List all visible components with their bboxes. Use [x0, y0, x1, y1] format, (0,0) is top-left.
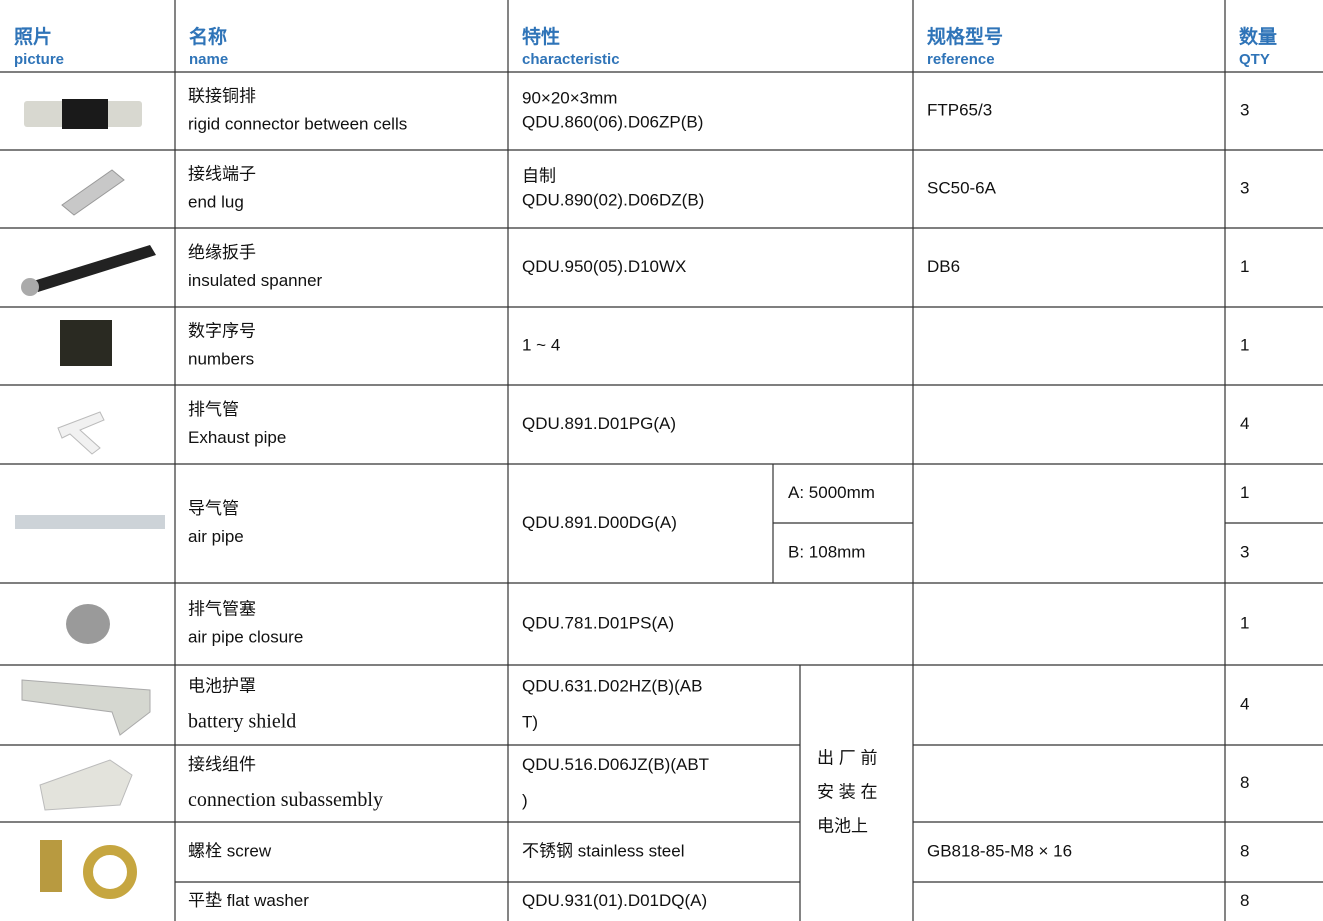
header-zh: 名称 [189, 25, 227, 48]
cell-text: QDU.631.D02HZ(B)(AB [522, 676, 702, 695]
cell-text: end lug [188, 192, 244, 211]
photo-busbar-sleeve [62, 99, 108, 129]
reference: FTP65/3 [927, 100, 992, 119]
photo-connection [39, 759, 133, 811]
variant: B: 108mm [788, 542, 865, 561]
cell-text: 出 厂 前 [817, 748, 877, 767]
header-en: name [189, 51, 228, 68]
cell-text: 不锈钢 stainless steel [522, 841, 685, 860]
cell-text: 安 装 在 [817, 782, 877, 801]
cell-text: QDU.781.D01PS(A) [522, 613, 674, 632]
header-en: picture [14, 51, 64, 68]
cell-text: 平垫 flat washer [188, 891, 309, 910]
header-en: characteristic [522, 51, 620, 68]
header-zh: 规格型号 [927, 25, 1003, 48]
cell-text: air pipe closure [188, 627, 303, 646]
header-zh: 数量 [1239, 25, 1277, 48]
cell-text: QDU.860(06).D06ZP(B) [522, 112, 703, 131]
photo-closure [66, 604, 110, 644]
qty: 1 [1240, 335, 1249, 354]
cell-text: 接线端子 [188, 164, 256, 183]
variant: A: 5000mm [788, 483, 875, 502]
cell-text: insulated spanner [188, 271, 323, 290]
cell-text: 自制 [522, 166, 556, 185]
cell-text: rigid connector between cells [188, 114, 407, 133]
reference: DB6 [927, 257, 960, 276]
cell-text: 螺栓 screw [188, 841, 272, 860]
qty: 8 [1240, 891, 1249, 910]
photo-spanner-head [21, 278, 39, 296]
cell-text: 排气管 [188, 400, 239, 419]
cell-text: Exhaust pipe [188, 428, 286, 447]
cell-text: 导气管 [188, 499, 239, 518]
photo-spanner [30, 245, 156, 292]
reference: SC50-6A [927, 178, 997, 197]
photos [15, 99, 165, 899]
cell-text: battery shield [188, 711, 296, 733]
qty: 8 [1240, 841, 1249, 860]
photo-screw [40, 840, 62, 892]
header-en: reference [927, 51, 995, 68]
reference: GB818-85-M8 × 16 [927, 841, 1072, 860]
cell-text: QDU.891.D01PG(A) [522, 414, 676, 433]
cell-text: QDU.931(01).D01DQ(A) [522, 891, 707, 910]
cell-text: QDU.516.D06JZ(B)(ABT [522, 755, 709, 774]
qty: 1 [1240, 613, 1249, 632]
header-zh: 照片 [14, 25, 52, 48]
cell-text: 接线组件 [188, 755, 256, 774]
qty: 3 [1240, 100, 1249, 119]
cell-text: numbers [188, 349, 254, 368]
qty: 3 [1240, 178, 1249, 197]
cell-text: air pipe [188, 527, 244, 546]
cell-text: QDU.891.D00DG(A) [522, 513, 677, 532]
cell-text: 联接铜排 [188, 86, 256, 105]
cell-text: 数字序号 [188, 321, 256, 340]
photo-exhaust-pipe [57, 411, 105, 455]
photo-lug [61, 169, 125, 216]
cell-text: 排气管塞 [188, 599, 256, 618]
cell-text: 1 ~ 4 [522, 335, 560, 354]
header-zh: 特性 [522, 25, 560, 48]
photo-shield [21, 679, 151, 736]
qty: 4 [1240, 694, 1249, 713]
photo-numbers [60, 320, 112, 366]
qty: 4 [1240, 414, 1249, 433]
qty: 3 [1240, 542, 1249, 561]
cell-text: connection subassembly [188, 789, 383, 811]
header-en: QTY [1239, 51, 1270, 68]
qty: 8 [1240, 773, 1249, 792]
qty: 1 [1240, 257, 1249, 276]
photo-washer [83, 845, 137, 899]
cell-text: QDU.950(05).D10WX [522, 257, 686, 276]
cell-text: 电池护罩 [188, 676, 256, 695]
cell-text: QDU.890(02).D06DZ(B) [522, 190, 704, 209]
cell-text: 绝缘扳手 [188, 243, 256, 262]
cell-text: 电池上 [817, 816, 868, 835]
cell-text: T) [522, 712, 538, 731]
cell-text: 90×20×3mm [522, 88, 617, 107]
cell-text: ) [522, 791, 528, 810]
qty: 1 [1240, 483, 1249, 502]
photo-air-pipe [15, 515, 165, 529]
